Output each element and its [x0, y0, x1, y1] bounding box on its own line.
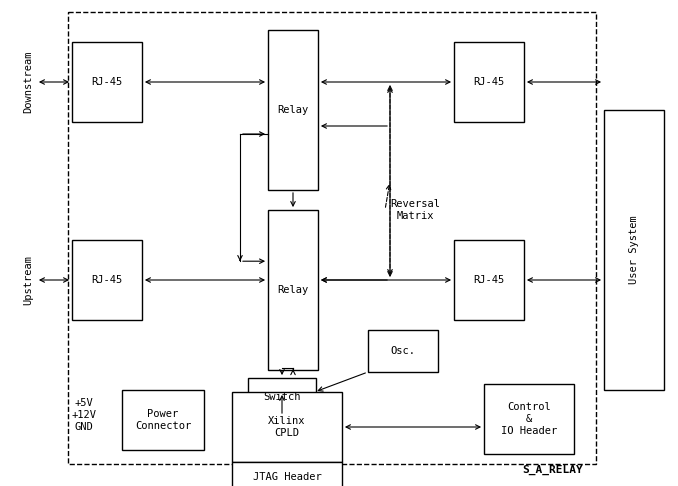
Text: RJ-45: RJ-45: [92, 77, 123, 87]
Text: Switch: Switch: [263, 392, 301, 402]
Text: Downstream: Downstream: [23, 51, 33, 113]
Text: RJ-45: RJ-45: [473, 275, 504, 285]
Text: Power
Connector: Power Connector: [135, 409, 191, 431]
Bar: [368, 330, 438, 372]
Bar: [604, 110, 664, 390]
Text: S_A_RELAY: S_A_RELAY: [522, 465, 583, 475]
Text: RJ-45: RJ-45: [92, 275, 123, 285]
Bar: [122, 390, 204, 450]
Bar: [232, 462, 342, 486]
Bar: [72, 240, 142, 320]
Bar: [484, 384, 574, 454]
Text: Reversal
Matrix: Reversal Matrix: [390, 199, 440, 221]
Text: Osc.: Osc.: [391, 346, 416, 356]
Bar: [454, 240, 524, 320]
Text: +5V
+12V
GND: +5V +12V GND: [71, 399, 96, 432]
Bar: [454, 42, 524, 122]
Text: Upstream: Upstream: [23, 255, 33, 305]
Text: JTAG Header: JTAG Header: [253, 472, 321, 482]
Bar: [268, 210, 318, 370]
Text: RJ-45: RJ-45: [473, 77, 504, 87]
Text: Relay: Relay: [277, 285, 308, 295]
Text: Xilinx
CPLD: Xilinx CPLD: [268, 416, 306, 438]
Text: Relay: Relay: [277, 105, 308, 115]
Bar: [268, 30, 318, 190]
Bar: [68, 12, 596, 464]
Text: User System: User System: [629, 216, 639, 284]
Text: Control
&
IO Header: Control & IO Header: [501, 402, 557, 435]
Bar: [248, 378, 316, 416]
Bar: [232, 392, 342, 462]
Bar: [72, 42, 142, 122]
